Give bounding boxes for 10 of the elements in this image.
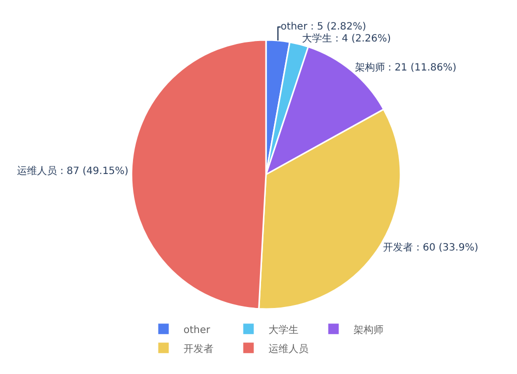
- legend-label: other: [184, 324, 212, 336]
- data-label: 大学生 : 4 (2.26%): [302, 32, 392, 44]
- legend-label: 运维人员: [268, 342, 308, 355]
- data-label: 运维人员 : 87 (49.15%): [16, 164, 129, 177]
- data-label: 开发者 : 60 (33.9%): [383, 242, 478, 254]
- legend-label: 大学生: [268, 324, 298, 336]
- data-label: other : 5 (2.82%): [280, 21, 366, 32]
- legend-label: 开发者: [184, 342, 214, 355]
- data-label: 架构师 : 21 (11.86%): [354, 61, 457, 74]
- legend-label: 架构师: [354, 324, 384, 336]
